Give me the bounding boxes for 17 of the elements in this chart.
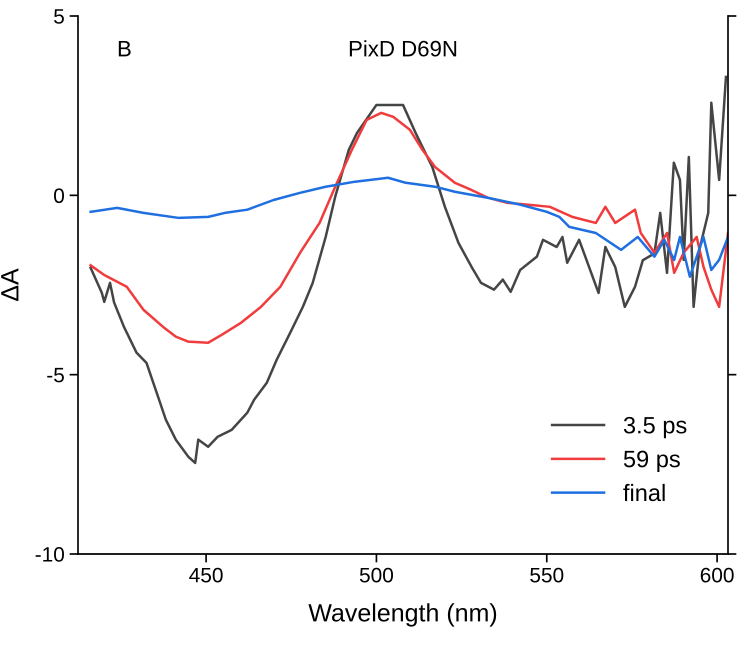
legend-label: final (623, 484, 665, 502)
y-tick-label: -10 (36, 547, 64, 562)
x-axis-title: Wavelength (nm) (308, 603, 496, 627)
line-series (89, 176, 728, 278)
legend-label: 3.5 ps (624, 416, 686, 438)
annotation: B (118, 41, 131, 56)
x-tick-label: 600 (700, 568, 734, 582)
y-tick-label: 5 (54, 9, 64, 24)
x-tick-label: 500 (360, 568, 393, 582)
y-tick-label: 0 (54, 188, 64, 204)
y-axis-title: ΔA (1, 268, 18, 301)
x-tick-label: 550 (530, 568, 564, 582)
y-tick-label: -5 (47, 368, 64, 382)
annotation: PixD D69N (350, 40, 456, 57)
legend-label: 59 ps (624, 450, 680, 472)
line-series (89, 112, 728, 344)
x-tick-label: 450 (189, 568, 223, 582)
